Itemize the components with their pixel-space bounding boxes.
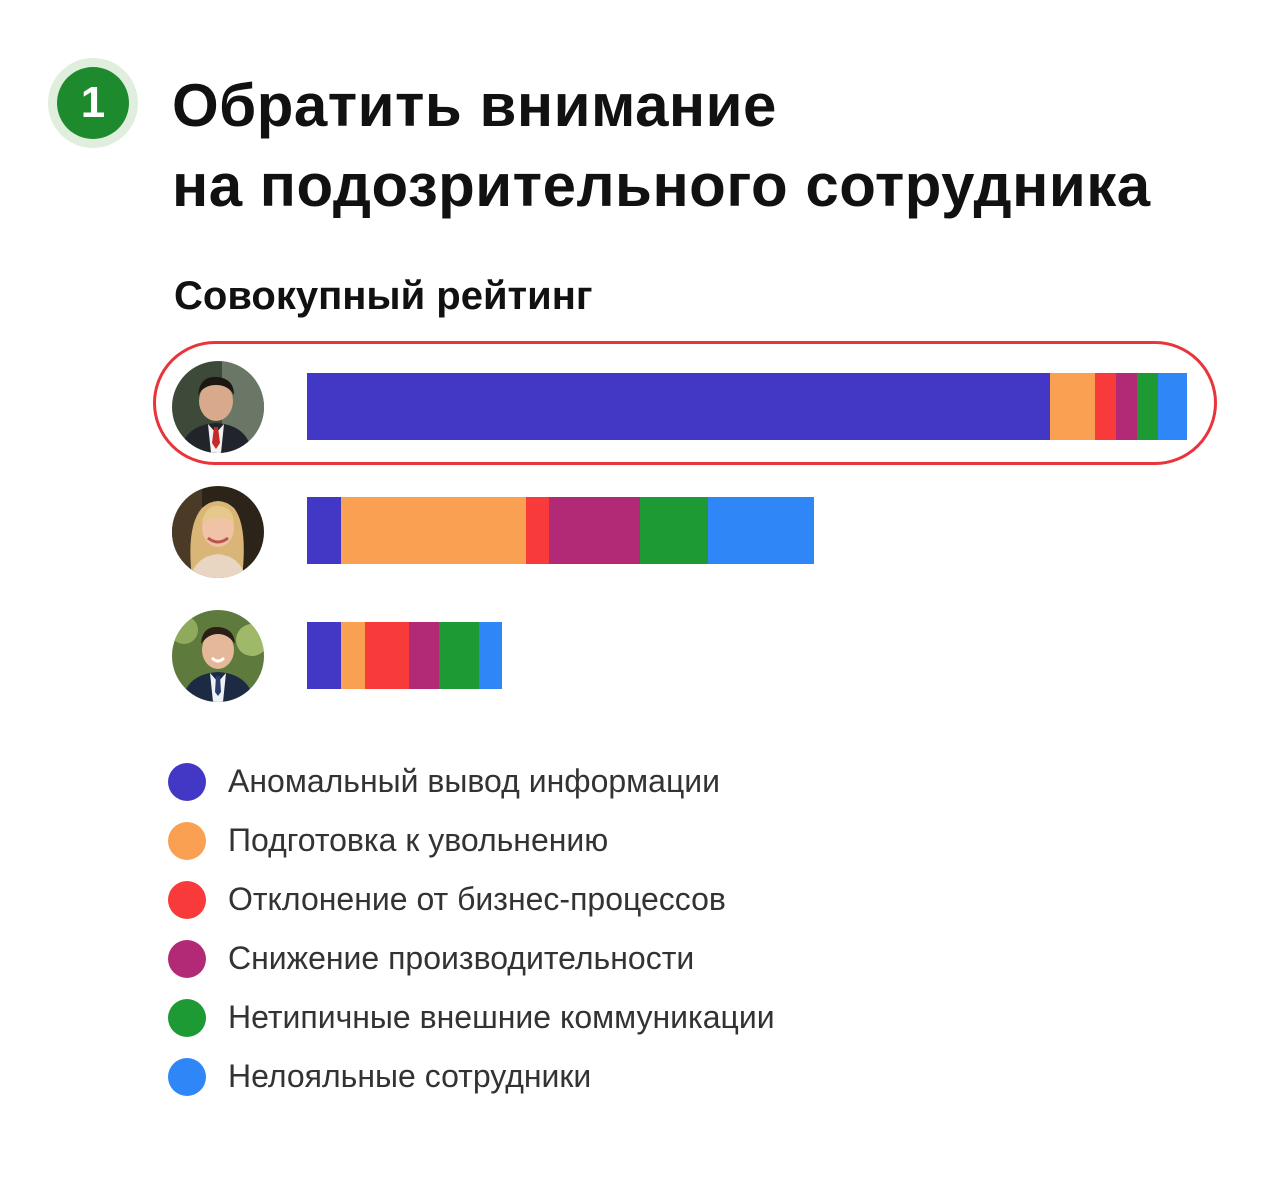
legend-item: Нелояльные сотрудники [168,1047,775,1106]
bar-segment-row2-series3 [526,497,549,564]
bar-segment-row3-series3 [365,622,409,689]
legend-item: Снижение производительности [168,929,775,988]
bar-segment-row3-series2 [341,622,365,689]
bar-segment-row2-series2 [341,497,526,564]
chart-title: Совокупный рейтинг [174,274,593,318]
bar-segment-row1-series6 [1158,373,1187,440]
highlight-ring [153,341,1217,465]
legend-dot-icon [168,762,206,801]
legend-label: Отклонение от бизнес-процессов [228,881,726,917]
bar-segment-row3-series4 [409,622,439,689]
bar-segment-row1-series2 [1050,373,1095,440]
bar-segment-row2-series6 [708,497,814,564]
bar-segment-row1-series5 [1137,373,1158,440]
legend-label: Нелояльные сотрудники [228,1058,592,1094]
bar-segment-row1-series4 [1116,373,1137,440]
legend-item: Подготовка к увольнению [168,811,775,870]
page-title-line-2: на подозрительного сотрудника [172,152,1151,219]
legend-dot-icon [168,1057,206,1096]
legend-dot-icon [168,821,206,860]
avatar-employee-2 [172,486,264,578]
bar-segment-row2-series5 [640,497,708,564]
bar-segment-row2-series1 [307,497,341,564]
legend-dot-icon [168,939,206,978]
bar-segment-row1-series3 [1095,373,1116,440]
page-title: Обратить внимание на подозрительного сот… [172,66,1151,226]
legend-label: Аномальный вывод информации [228,763,721,799]
person-photo-woman-blonde-icon [172,486,264,578]
legend-dot-icon [168,998,206,1037]
bar-segment-row1-series1 [307,373,1050,440]
legend-label: Подготовка к увольнению [228,822,609,858]
chart-legend: Аномальный вывод информации Подготовка к … [168,752,775,1106]
person-photo-man-suit-icon [172,610,264,702]
legend-item: Отклонение от бизнес-процессов [168,870,775,929]
bar-segment-row3-series6 [479,622,502,689]
legend-item: Аномальный вывод информации [168,752,775,811]
bar-segment-row3-series5 [439,622,479,689]
avatar-employee-3 [172,610,264,702]
bar-segment-row2-series4 [549,497,640,564]
page-title-line-1: Обратить внимание [172,72,777,139]
legend-item: Нетипичные внешние коммуникации [168,988,775,1047]
legend-label: Нетипичные внешние коммуникации [228,999,775,1035]
legend-dot-icon [168,880,206,919]
step-number: 1 [57,67,129,139]
bar-segment-row3-series1 [307,622,341,689]
step-badge: 1 [48,58,138,148]
legend-label: Снижение производительности [228,940,695,976]
